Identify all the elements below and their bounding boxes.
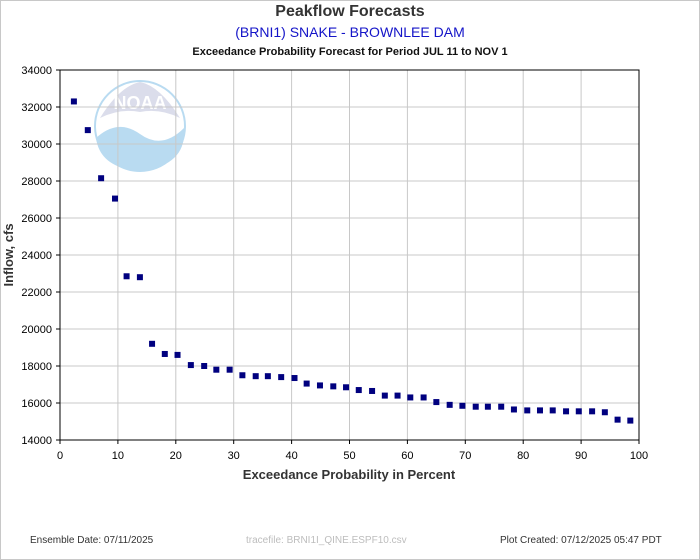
data-point [498,403,505,410]
x-tick-label: 30 [228,450,240,462]
data-point [239,372,246,379]
x-tick-label: 10 [112,450,124,462]
data-point [472,403,479,410]
data-point [536,407,543,414]
tracefile-label: tracefile: BRNI1I_QINE.ESPF10.csv [246,535,407,546]
data-points [70,98,634,424]
x-tick-label: 40 [285,450,297,462]
data-point [201,363,208,369]
data-point [136,274,143,281]
x-tick-label: 50 [343,450,355,462]
data-point [84,127,91,134]
station-subtitle: (BRNI1) SNAKE - BROWNLEE DAM [235,24,465,40]
data-point [213,366,220,373]
x-tick-label: 0 [57,450,63,462]
data-point [330,383,337,390]
data-point [226,366,233,373]
data-point [420,394,427,401]
data-point [627,417,634,424]
data-point [589,408,596,415]
data-point [316,382,323,389]
y-tick-label: 28000 [21,176,52,188]
noaa-logo-text: NOAA [114,93,167,113]
data-point [446,401,453,408]
data-point [291,375,298,382]
data-point [303,380,310,387]
data-point [459,402,466,409]
chart-title: Peakflow Forecasts [275,3,425,20]
x-tick-label: 80 [517,450,529,462]
period-subtitle: Exceedance Probability Forecast for Peri… [192,46,508,58]
x-tick-label: 90 [575,450,587,462]
x-tick-label: 100 [630,450,648,462]
data-point [510,406,517,413]
y-tick-label: 18000 [21,361,52,373]
data-point [524,407,531,414]
y-tick-label: 24000 [21,250,52,262]
data-point [123,273,130,280]
data-point [252,373,259,380]
grid-lines [60,70,639,440]
x-axis-label: Exceedance Probability in Percent [243,467,456,482]
x-tick-label: 20 [170,450,182,462]
data-point [264,373,271,380]
y-axis-ticks: 14000 16000 18000 20000 22000 24000 26000 28000… [21,65,60,447]
data-point [278,374,285,381]
y-tick-label: 32000 [21,102,52,114]
data-point [112,195,119,202]
y-tick-label: 14000 [21,435,52,447]
data-point [149,340,156,347]
y-tick-label: 34000 [21,65,52,77]
y-tick-label: 30000 [21,139,52,151]
data-point [407,394,414,401]
noaa-logo-icon: NOAA [94,80,186,172]
data-point [355,387,362,394]
data-point [394,392,401,399]
y-axis-label: Inflow, cfs [1,223,16,286]
x-axis-ticks: 0 10 20 30 40 50 60 70 80 90 100 [57,440,648,462]
data-point [161,350,168,357]
data-point [174,351,181,358]
y-tick-label: 26000 [21,213,52,225]
data-point [433,399,440,406]
data-point [484,403,491,410]
data-point [98,175,105,182]
data-point [601,409,608,416]
ensemble-date: Ensemble Date: 07/11/2025 [30,535,154,546]
y-tick-label: 16000 [21,398,52,410]
data-point [369,387,376,394]
x-tick-label: 60 [401,450,413,462]
plot-created: Plot Created: 07/12/2025 05:47 PDT [500,535,662,546]
data-point [563,408,570,415]
data-point [549,407,556,414]
y-tick-label: 20000 [21,324,52,336]
data-point [187,362,194,369]
data-point [343,384,350,391]
x-tick-label: 70 [459,450,471,462]
data-point [614,416,621,423]
data-point [381,392,388,399]
data-point [575,408,582,415]
data-point [70,98,77,105]
y-tick-label: 22000 [21,287,52,299]
